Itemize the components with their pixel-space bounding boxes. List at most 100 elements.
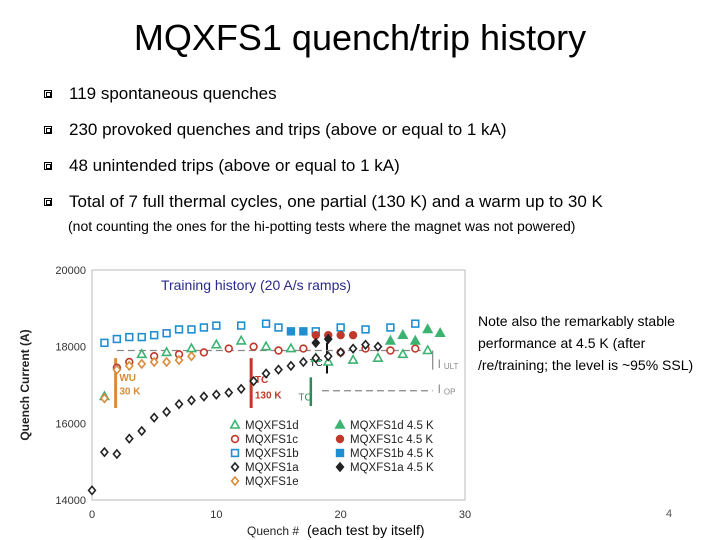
bullet-text: 230 provoked quenches and trips (above o… <box>69 120 507 139</box>
data-point-e <box>137 358 147 370</box>
legend-label-e: MQXFS1e <box>245 476 299 488</box>
bullet-item: 119 spontaneous quenches <box>44 82 704 118</box>
x-axis-label: Quench # <box>247 524 299 538</box>
data-point-c <box>299 344 308 353</box>
data-point-b <box>411 319 420 328</box>
data-point-c <box>224 344 233 353</box>
data-point-a <box>249 375 259 387</box>
data-point-e <box>124 360 134 372</box>
data-point-a <box>162 406 172 418</box>
checkbox-bullet-icon <box>44 90 52 98</box>
data-point-e <box>174 354 184 366</box>
y-axis-label: Quench Current (A) <box>18 329 32 440</box>
data-point-c45 <box>348 330 358 340</box>
data-point-b <box>125 332 134 342</box>
data-point-a <box>87 485 97 496</box>
legend-marker-d <box>229 418 241 429</box>
data-point-a <box>187 395 196 406</box>
y-tick-label: 14000 <box>55 495 86 507</box>
data-point-d <box>422 344 434 355</box>
data-point-a45 <box>311 337 321 349</box>
legend-marker-b45 <box>335 448 345 458</box>
data-point-b <box>137 332 146 342</box>
legend-marker-b <box>230 448 240 458</box>
data-point-d <box>372 352 384 362</box>
tc3-label: TC <box>298 392 311 403</box>
iop-label: I <box>438 382 441 396</box>
data-point-a <box>348 343 358 354</box>
data-point-a <box>236 383 246 395</box>
legend-label-b45: MQXFS1b 4.5 K <box>350 448 434 460</box>
data-point-c <box>411 344 420 353</box>
data-point-e <box>112 364 122 375</box>
data-point-d <box>347 353 359 364</box>
bullet-text: Total of 7 full thermal cycles, one part… <box>69 192 603 211</box>
page-number: 4 <box>666 508 673 520</box>
data-point-b <box>174 325 184 334</box>
data-point-d45 <box>422 323 434 334</box>
data-point-a <box>311 352 321 364</box>
slide-title: MQXFS1 quench/trip history <box>133 17 587 58</box>
tc2-label: TC <box>310 358 323 369</box>
bullet-text: 119 spontaneous quenches <box>69 84 277 103</box>
x-tick-label: 30 <box>459 509 471 521</box>
y-tick-label: 16000 <box>55 418 86 430</box>
data-point-a <box>286 360 296 372</box>
data-point-e <box>162 356 172 368</box>
bullet-list: 119 spontaneous quenches 230 provoked qu… <box>44 82 704 226</box>
side-note: Note also the remarkably stable performa… <box>478 313 694 373</box>
x-tick-label: 20 <box>335 509 347 521</box>
data-point-b <box>361 325 370 334</box>
data-point-b45 <box>286 327 296 336</box>
chart-legend: MQXFS1d MQXFS1c MQXFS1b MQXFS1a MQXFS1e MQXFS… <box>229 418 434 488</box>
data-point-c <box>249 342 258 351</box>
data-point-c45 <box>336 330 345 340</box>
tc-label: TC <box>255 375 268 386</box>
legend-marker-a45 <box>335 461 345 473</box>
data-point-b <box>149 330 159 340</box>
legend-label-d45: MQXFS1d 4.5 K <box>350 420 434 432</box>
legend-label-a: MQXFS1a <box>245 462 299 474</box>
legend-label-c45: MQXFS1c 4.5 K <box>350 434 433 446</box>
bullet-item: 48 unintended trips (above or equal to 1… <box>44 154 704 190</box>
subnote: (not counting the ones for the hi-pottin… <box>68 218 576 234</box>
data-point-a <box>199 391 209 402</box>
wu-temp-label: 30 K <box>119 387 141 398</box>
data-point-b <box>199 323 209 332</box>
data-point-b <box>237 321 246 330</box>
data-point-d45 <box>409 334 421 345</box>
legend-label-d: MQXFS1d <box>245 420 299 432</box>
checkbox-bullet-icon <box>44 126 52 134</box>
data-point-b <box>336 323 345 332</box>
data-point-a <box>224 387 234 398</box>
data-point-e <box>149 356 159 368</box>
data-point-d45 <box>384 334 396 345</box>
data-point-e <box>187 351 196 362</box>
plot-frame <box>91 269 466 501</box>
data-point-d <box>210 338 222 349</box>
tc-temp-label: 130 K <box>255 390 282 401</box>
data-point-b <box>112 334 122 344</box>
chart-title: Training history (20 A/s ramps) <box>161 277 351 293</box>
legend-label-c: MQXFS1c <box>245 434 298 446</box>
iult-subscript: ULT <box>444 362 459 371</box>
data-point-c <box>386 346 395 355</box>
data-point-a <box>298 356 308 368</box>
legend-marker-c45 <box>335 434 345 444</box>
training-history-chart: 14000 16000 18000 20000 0 10 20 30 Quench Curren… <box>18 265 471 538</box>
data-point-a <box>211 389 221 400</box>
data-point-d <box>397 348 409 359</box>
bullet-text: 48 unintended trips (above or equal to 1… <box>69 156 400 175</box>
data-point-e <box>99 393 109 404</box>
data-point-a <box>137 425 147 437</box>
legend-marker-a <box>230 461 240 473</box>
data-point-d45 <box>434 327 446 338</box>
data-point-c45 <box>311 330 320 340</box>
data-point-a <box>373 341 383 352</box>
iult-label: I <box>438 357 441 371</box>
checkbox-bullet-icon <box>44 162 52 170</box>
data-point-d <box>161 346 173 357</box>
data-point-b <box>261 319 271 328</box>
x-axis-label-suffix: (each test by itself) <box>307 522 425 538</box>
data-point-b <box>100 338 109 348</box>
